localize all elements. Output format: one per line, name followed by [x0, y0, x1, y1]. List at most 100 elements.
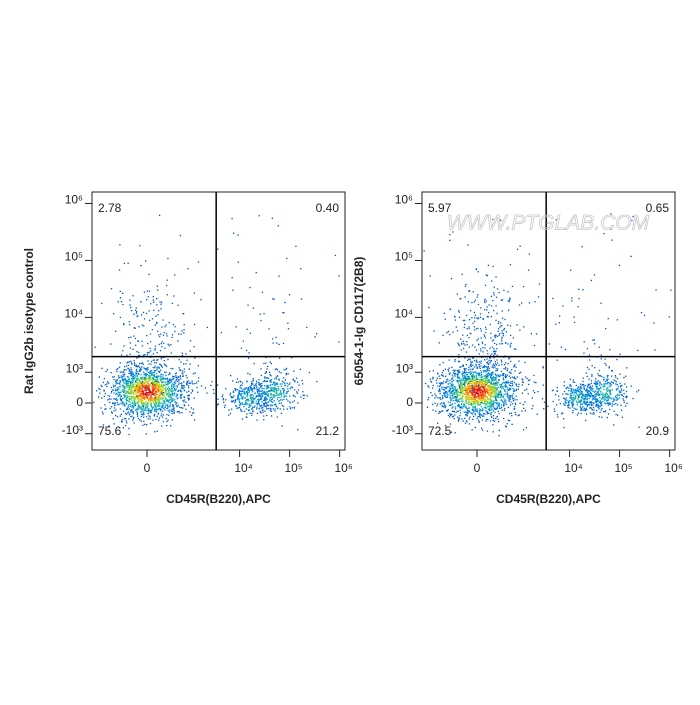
event-dot: [474, 413, 475, 414]
event-dot: [99, 393, 100, 394]
event-dot: [150, 377, 151, 378]
event-dot: [473, 412, 474, 413]
event-dot: [519, 373, 520, 374]
event-dot: [194, 397, 195, 398]
event-dot: [487, 431, 488, 432]
event-dot: [184, 390, 185, 391]
event-dot: [271, 397, 272, 398]
event-dot: [194, 383, 195, 384]
event-dot: [131, 416, 132, 417]
event-dot: [586, 413, 587, 414]
event-dot: [259, 395, 260, 396]
event-dot: [448, 370, 449, 371]
event-dot: [267, 394, 268, 395]
event-dot: [154, 367, 155, 368]
event-dot: [117, 402, 118, 403]
event-dot: [173, 295, 174, 296]
event-dot: [146, 313, 147, 314]
event-dot: [532, 397, 533, 398]
event-dot: [250, 333, 251, 334]
event-dot: [508, 420, 509, 421]
event-dot: [104, 404, 105, 405]
event-dot: [165, 378, 166, 379]
event-dot: [468, 388, 469, 389]
event-dot: [289, 401, 290, 402]
event-dot: [101, 398, 102, 399]
event-dot: [274, 410, 275, 411]
event-dot: [158, 413, 159, 414]
event-dot: [246, 408, 247, 409]
event-dot: [133, 393, 134, 394]
event-dot: [271, 363, 272, 364]
event-dot: [143, 312, 144, 313]
event-dot: [114, 398, 115, 399]
event-dot: [454, 386, 455, 387]
event-dot: [491, 388, 492, 389]
event-dot: [189, 368, 190, 369]
y-tick-label: 10⁵: [65, 250, 83, 264]
event-dot: [499, 384, 500, 385]
event-dot: [584, 388, 585, 389]
event-dot: [498, 421, 499, 422]
event-dot: [238, 262, 239, 263]
event-dot: [148, 375, 149, 376]
event-dot: [466, 383, 467, 384]
event-dot: [256, 419, 257, 420]
event-dot: [266, 398, 267, 399]
event-dot: [262, 395, 263, 396]
event-dot: [119, 383, 120, 384]
event-dot: [512, 381, 513, 382]
event-dot: [261, 391, 262, 392]
event-dot: [502, 299, 503, 300]
event-dot: [264, 385, 265, 386]
event-dot: [115, 409, 116, 410]
event-dot: [462, 398, 463, 399]
event-dot: [287, 383, 288, 384]
event-dot: [595, 401, 596, 402]
event-dot: [247, 329, 248, 330]
event-dot: [577, 395, 578, 396]
event-dot: [249, 392, 250, 393]
event-dot: [446, 391, 447, 392]
event-dot: [455, 406, 456, 407]
event-dot: [439, 364, 440, 365]
event-dot: [150, 341, 151, 342]
event-dot: [591, 383, 592, 384]
event-dot: [271, 411, 272, 412]
event-dot: [246, 350, 247, 351]
event-dot: [276, 390, 277, 391]
event-dot: [453, 391, 454, 392]
event-dot: [582, 391, 583, 392]
event-dot: [593, 395, 594, 396]
event-dot: [152, 408, 153, 409]
event-dot: [119, 367, 120, 368]
event-dot: [176, 388, 177, 389]
event-dot: [268, 378, 269, 379]
event-dot: [608, 396, 609, 397]
event-dot: [278, 276, 279, 277]
event-dot: [263, 419, 264, 420]
event-dot: [131, 371, 132, 372]
event-dot: [131, 409, 132, 410]
event-dot: [182, 373, 183, 374]
event-dot: [102, 411, 103, 412]
event-dot: [145, 382, 146, 383]
event-dot: [503, 418, 504, 419]
event-dot: [290, 388, 291, 389]
event-dot: [472, 394, 473, 395]
event-dot: [253, 398, 254, 399]
event-dot: [490, 361, 491, 362]
event-dot: [470, 369, 471, 370]
event-dot: [167, 384, 168, 385]
event-dot: [279, 403, 280, 404]
event-dot: [113, 392, 114, 393]
event-dot: [507, 391, 508, 392]
event-dot: [135, 374, 136, 375]
event-dot: [442, 397, 443, 398]
event-dot: [592, 395, 593, 396]
event-dot: [190, 350, 191, 351]
event-dot: [159, 301, 160, 302]
event-dot: [491, 416, 492, 417]
event-dot: [479, 416, 480, 417]
event-dot: [474, 410, 475, 411]
